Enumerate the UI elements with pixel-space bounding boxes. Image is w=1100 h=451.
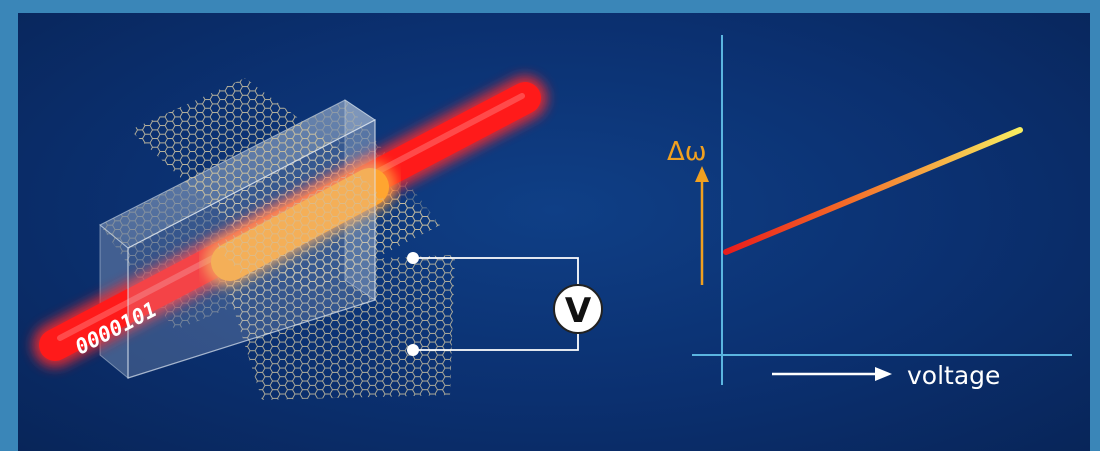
voltage-circuit: V xyxy=(407,252,603,356)
x-axis-label: voltage xyxy=(907,361,1000,390)
modulated-region xyxy=(203,161,397,287)
terminal-bottom xyxy=(407,344,419,356)
y-axis-label: Δω xyxy=(667,137,707,167)
x-direction-arrow xyxy=(772,367,892,381)
response-graph: Δω voltage xyxy=(667,35,1072,390)
modulator-box-front xyxy=(127,119,376,379)
graphene-sheet-bottom xyxy=(220,255,455,400)
voltmeter-icon: V xyxy=(553,284,603,334)
voltmeter-label: V xyxy=(565,291,592,331)
y-direction-arrow xyxy=(695,166,709,285)
terminal-top xyxy=(407,252,419,264)
response-line xyxy=(723,127,1023,255)
